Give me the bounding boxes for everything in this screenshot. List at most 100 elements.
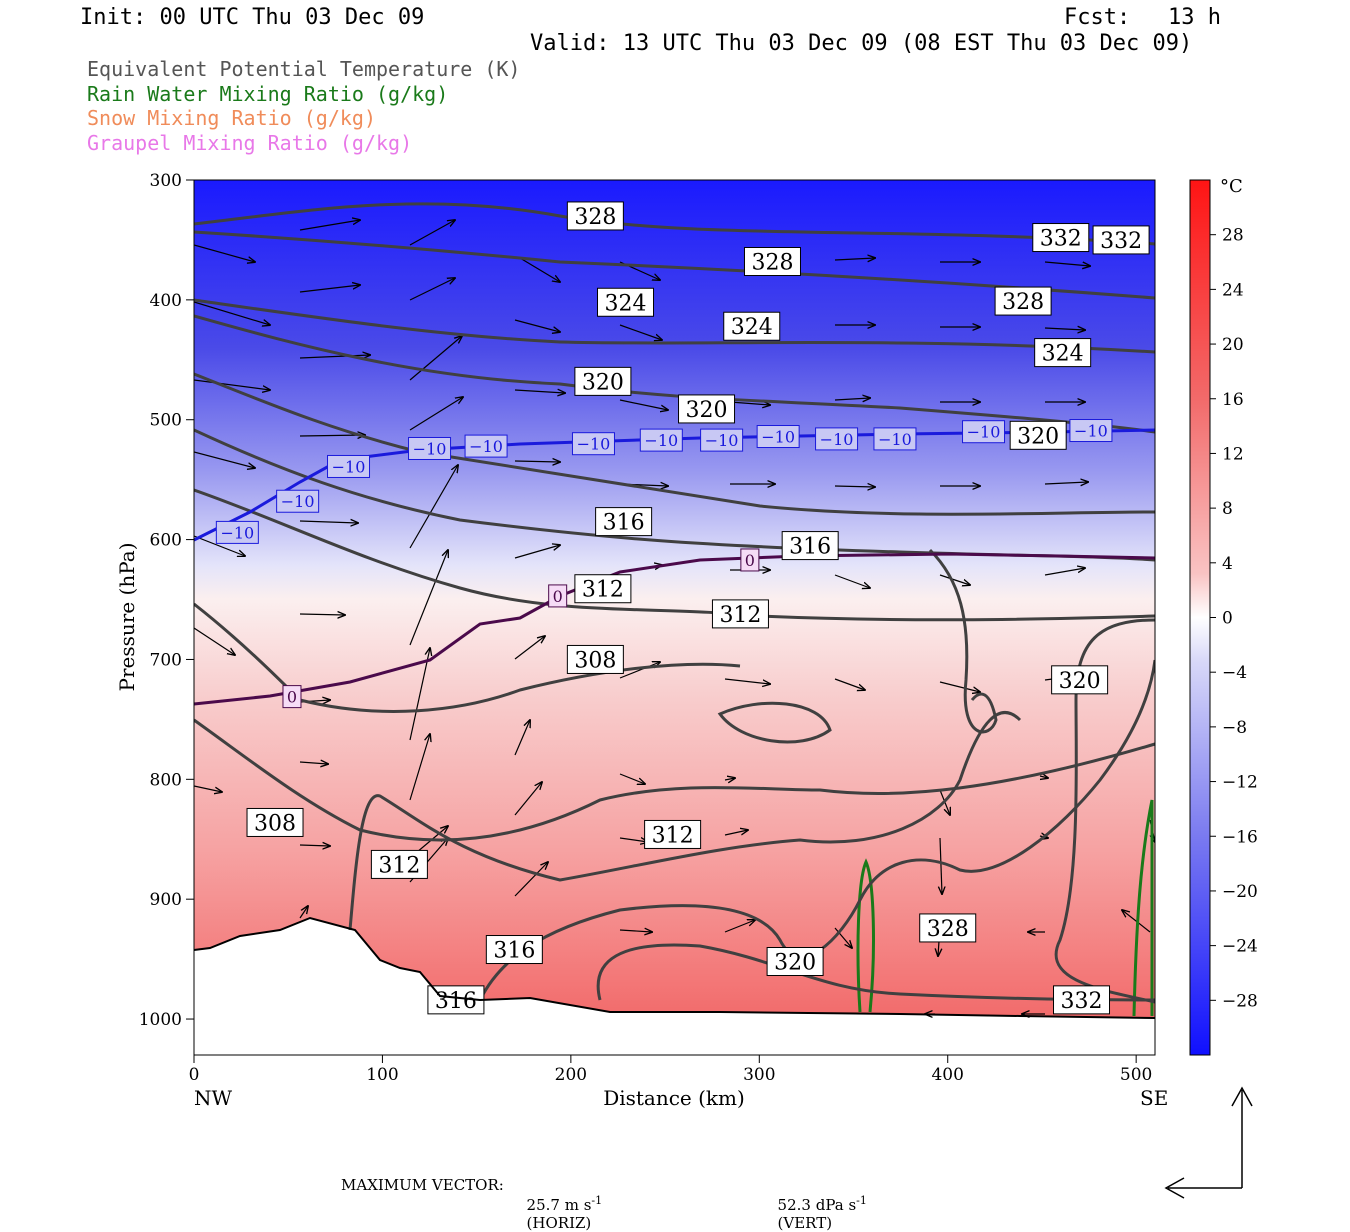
temperature-field <box>194 180 1155 1018</box>
theta-e-label: 308 <box>566 644 624 674</box>
theta-e-label-text: 328 <box>1002 290 1044 315</box>
wind-vector-arrow <box>409 734 430 801</box>
wind-vector-arrow <box>409 465 458 549</box>
theta-e-label-box <box>485 935 543 965</box>
wind-vector-arrow <box>1044 262 1090 266</box>
rain-contour <box>1132 799 1154 1017</box>
theta-e-label: 324 <box>597 287 655 317</box>
isotherm-label-text: 0 <box>553 587 563 606</box>
colorbar-tick-label: −16 <box>1222 827 1258 847</box>
max-vert-vector: 52.3 dPa s-1 (VERT) <box>768 1176 867 1232</box>
isotherm-minus10-label: −10 <box>815 427 859 451</box>
wind-vector-arrow <box>619 838 648 842</box>
wind-vector-arrow <box>1040 776 1048 778</box>
wind-vector-arrow <box>194 244 255 262</box>
theta-e-label: 316 <box>595 507 653 537</box>
wind-vector-arrow <box>514 545 560 559</box>
colorbar-tick-label: −12 <box>1222 773 1258 793</box>
isotherm-minus10-label: −10 <box>873 427 917 451</box>
theta-e-label-box <box>1051 665 1109 695</box>
isotherm-label-text: −10 <box>220 523 254 542</box>
wind-vector-arrow <box>409 397 463 431</box>
isotherm-label-box <box>962 420 1006 444</box>
isotherm-label-text: −10 <box>1074 422 1108 441</box>
scale-vector-icon <box>1164 1086 1253 1199</box>
isotherm-label-text: −10 <box>761 428 795 447</box>
theta-e-label: 320 <box>678 394 736 424</box>
theta-e-label-text: 324 <box>605 291 647 316</box>
x-axis-label: Distance (km) <box>603 1086 745 1110</box>
isotherm-zero-label: 0 <box>740 548 760 572</box>
isotherm-label-box <box>873 427 917 451</box>
wind-vector-arrow <box>409 278 455 301</box>
isotherm-label-text: −10 <box>577 435 611 454</box>
colorbar-tick-label: 12 <box>1222 444 1244 464</box>
legend-snow: Snow Mixing Ratio (g/kg) <box>87 106 376 130</box>
theta-e-label-box <box>574 366 632 396</box>
isotherm-label-text: −10 <box>820 430 854 449</box>
theta-e-label: 324 <box>723 311 781 341</box>
isotherm-label-text: 0 <box>287 688 297 707</box>
theta-e-label-text: 332 <box>1100 229 1142 254</box>
horiz-exponent: -1 <box>591 1194 603 1207</box>
theta-e-label-text: 328 <box>574 205 616 230</box>
theta-e-label: 320 <box>1009 420 1067 450</box>
wind-vector-arrow <box>834 486 875 487</box>
x-axis-right-end: SE <box>1140 1086 1168 1110</box>
colorbar-tick-label: −4 <box>1222 663 1247 683</box>
wind-vector-arrow <box>619 930 652 932</box>
isotherm-minus10-label: −10 <box>756 425 800 449</box>
theta-e-label-text: 320 <box>1059 669 1101 694</box>
isotherm-labels: −10 −10 −10 −10 −10 −10 −10 −10 −10 −10 −10 −10 −10 0… <box>215 419 1113 709</box>
isotherm-label-text: −10 <box>281 492 315 511</box>
wind-vector-arrow <box>724 920 755 933</box>
vert-value: 52.3 dPa s <box>777 1196 857 1214</box>
theta-e-label-box <box>743 247 801 277</box>
isotherm-label-text: −10 <box>705 431 739 450</box>
wind-vector-arrow <box>834 258 875 260</box>
isotherm-label-box <box>740 548 760 572</box>
vert-exponent: -1 <box>856 1194 867 1207</box>
wind-vector-arrow <box>194 535 245 556</box>
theta-e-label-box <box>574 574 632 604</box>
theta-e-label-text: 308 <box>254 811 296 836</box>
isotherm-minus10-label: −10 <box>464 434 508 458</box>
isotherm-zero-label: 0 <box>548 584 568 608</box>
colorbar-tick-label: −24 <box>1222 937 1258 957</box>
wind-vector-arrow <box>194 627 235 655</box>
theta-e-label-box <box>370 849 428 879</box>
theta-e-label-text: 312 <box>378 853 420 878</box>
theta-e-contour <box>194 602 741 713</box>
theta-e-label: 308 <box>246 807 304 837</box>
wind-vector-arrow <box>194 451 255 468</box>
isotherm-label-text: −10 <box>413 439 447 458</box>
x-tick-label: 200 <box>555 1065 587 1085</box>
wind-vector-arrow <box>514 461 560 462</box>
isotherm-label-box <box>464 434 508 458</box>
wind-vector-arrow <box>1122 910 1151 933</box>
theta-e-label: 328 <box>566 201 624 231</box>
colorbar-tick-label: 28 <box>1222 226 1244 246</box>
theta-e-label-text: 308 <box>574 648 616 673</box>
theta-e-label: 312 <box>644 819 702 849</box>
isotherm-label-text: −10 <box>469 437 503 456</box>
isotherm-minus10-label: −10 <box>215 520 259 544</box>
y-tick-label: 900 <box>150 890 182 910</box>
wind-vector-arrow <box>514 319 560 332</box>
theta-e-label-text: 316 <box>493 939 535 964</box>
isotherm-label-box <box>571 432 615 456</box>
theta-e-label: 332 <box>1092 225 1150 255</box>
theta-e-label-text: 312 <box>719 603 761 628</box>
wind-vector-arrow <box>514 862 548 897</box>
init-time: Init: 00 UTC Thu 03 Dec 09 <box>80 5 425 30</box>
wind-vector-arrow <box>834 927 852 948</box>
theta-e-label: 312 <box>370 849 428 879</box>
scale-vector-head <box>1164 1177 1185 1199</box>
colorbar-tick-label: 0 <box>1222 609 1233 629</box>
legend-rain: Rain Water Mixing Ratio (g/kg) <box>87 82 449 106</box>
theta-e-label: 332 <box>1053 985 1111 1015</box>
y-tick-label: 600 <box>150 531 182 551</box>
wind-vector-arrow <box>299 762 328 764</box>
isotherm-label-box <box>639 428 683 452</box>
isotherm-label-box <box>276 489 320 513</box>
